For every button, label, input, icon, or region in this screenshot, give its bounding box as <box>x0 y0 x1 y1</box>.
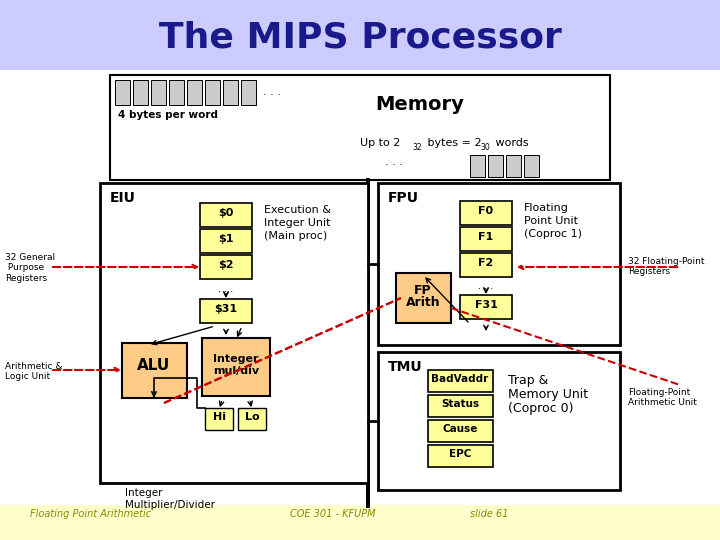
Bar <box>115 80 130 105</box>
Text: (Coproc 0): (Coproc 0) <box>508 402 574 415</box>
Text: COE 301 - KFUPM: COE 301 - KFUPM <box>290 509 376 519</box>
Text: . . .: . . . <box>263 87 281 97</box>
Bar <box>110 75 610 180</box>
Text: Integer
Multiplier/Divider: Integer Multiplier/Divider <box>125 488 215 510</box>
Bar <box>428 420 493 442</box>
Text: mul/div: mul/div <box>213 366 259 376</box>
Bar <box>460 227 512 251</box>
Text: $2: $2 <box>218 260 234 270</box>
Text: Arith: Arith <box>405 295 441 308</box>
Text: Lo: Lo <box>245 412 259 422</box>
Text: $0: $0 <box>218 208 234 218</box>
Bar <box>488 155 503 177</box>
Bar <box>428 445 493 467</box>
Bar <box>205 80 220 105</box>
Text: F31: F31 <box>474 300 498 310</box>
Bar <box>396 273 451 323</box>
Bar <box>460 295 512 319</box>
Text: Cause: Cause <box>442 424 477 434</box>
Text: F2: F2 <box>478 258 494 268</box>
Text: Execution &: Execution & <box>264 205 331 215</box>
Text: words: words <box>492 138 528 148</box>
Bar <box>187 80 202 105</box>
Text: . . .: . . . <box>478 281 494 291</box>
Text: TMU: TMU <box>388 360 423 374</box>
Text: 32 Floating-Point
Registers: 32 Floating-Point Registers <box>628 257 704 276</box>
Text: Floating: Floating <box>524 203 569 213</box>
Bar <box>133 80 148 105</box>
Bar <box>122 343 187 398</box>
Bar <box>506 155 521 177</box>
Bar <box>151 80 166 105</box>
Bar <box>200 203 252 227</box>
Bar <box>460 253 512 277</box>
Bar <box>100 183 368 483</box>
Text: . . .: . . . <box>218 284 233 294</box>
Text: Trap &: Trap & <box>508 374 549 387</box>
Text: Floating Point Arithmetic: Floating Point Arithmetic <box>30 509 151 519</box>
Text: $31: $31 <box>215 304 238 314</box>
Text: 4 bytes per word: 4 bytes per word <box>118 110 218 120</box>
Text: BadVaddr: BadVaddr <box>431 374 489 384</box>
Text: EIU: EIU <box>110 191 136 205</box>
Bar <box>241 80 256 105</box>
Bar <box>378 183 620 345</box>
Text: Integer: Integer <box>213 354 258 364</box>
Text: F1: F1 <box>478 232 494 242</box>
Bar <box>524 155 539 177</box>
Text: . . .: . . . <box>385 157 403 167</box>
Bar <box>202 338 270 396</box>
Bar <box>470 155 485 177</box>
Bar <box>428 395 493 417</box>
Bar <box>200 299 252 323</box>
Bar <box>460 201 512 225</box>
Bar <box>0 0 720 70</box>
Bar <box>200 255 252 279</box>
Text: Memory Unit: Memory Unit <box>508 388 588 401</box>
Bar <box>238 408 266 430</box>
Text: ALU: ALU <box>138 359 171 374</box>
Text: Integer Unit: Integer Unit <box>264 218 330 228</box>
Text: Point Unit: Point Unit <box>524 216 578 226</box>
Text: FP: FP <box>414 284 432 296</box>
Text: Up to 2: Up to 2 <box>360 138 400 148</box>
Bar <box>428 370 493 392</box>
Text: 32: 32 <box>412 143 422 152</box>
Text: FPU: FPU <box>388 191 419 205</box>
Text: 32 General
 Purpose
Registers: 32 General Purpose Registers <box>5 253 55 283</box>
Text: EPC: EPC <box>449 449 471 459</box>
Bar <box>366 178 370 508</box>
Bar <box>378 352 620 490</box>
Text: Status: Status <box>441 399 479 409</box>
Text: 30: 30 <box>480 143 490 152</box>
Bar <box>169 80 184 105</box>
Bar <box>223 80 238 105</box>
Text: $1: $1 <box>218 234 234 244</box>
Text: F0: F0 <box>478 206 494 216</box>
Text: slide 61: slide 61 <box>470 509 508 519</box>
Text: (Coproc 1): (Coproc 1) <box>524 229 582 239</box>
Bar <box>0 505 720 540</box>
Text: Memory: Memory <box>376 95 464 114</box>
Text: Arithmetic &
Logic Unit: Arithmetic & Logic Unit <box>5 362 63 381</box>
Text: Floating-Point
Arithmetic Unit: Floating-Point Arithmetic Unit <box>628 388 697 407</box>
Bar <box>205 408 233 430</box>
Text: (Main proc): (Main proc) <box>264 231 328 241</box>
Text: The MIPS Processor: The MIPS Processor <box>158 21 562 55</box>
Bar <box>200 229 252 253</box>
Text: bytes = 2: bytes = 2 <box>424 138 482 148</box>
Text: Hi: Hi <box>212 412 225 422</box>
